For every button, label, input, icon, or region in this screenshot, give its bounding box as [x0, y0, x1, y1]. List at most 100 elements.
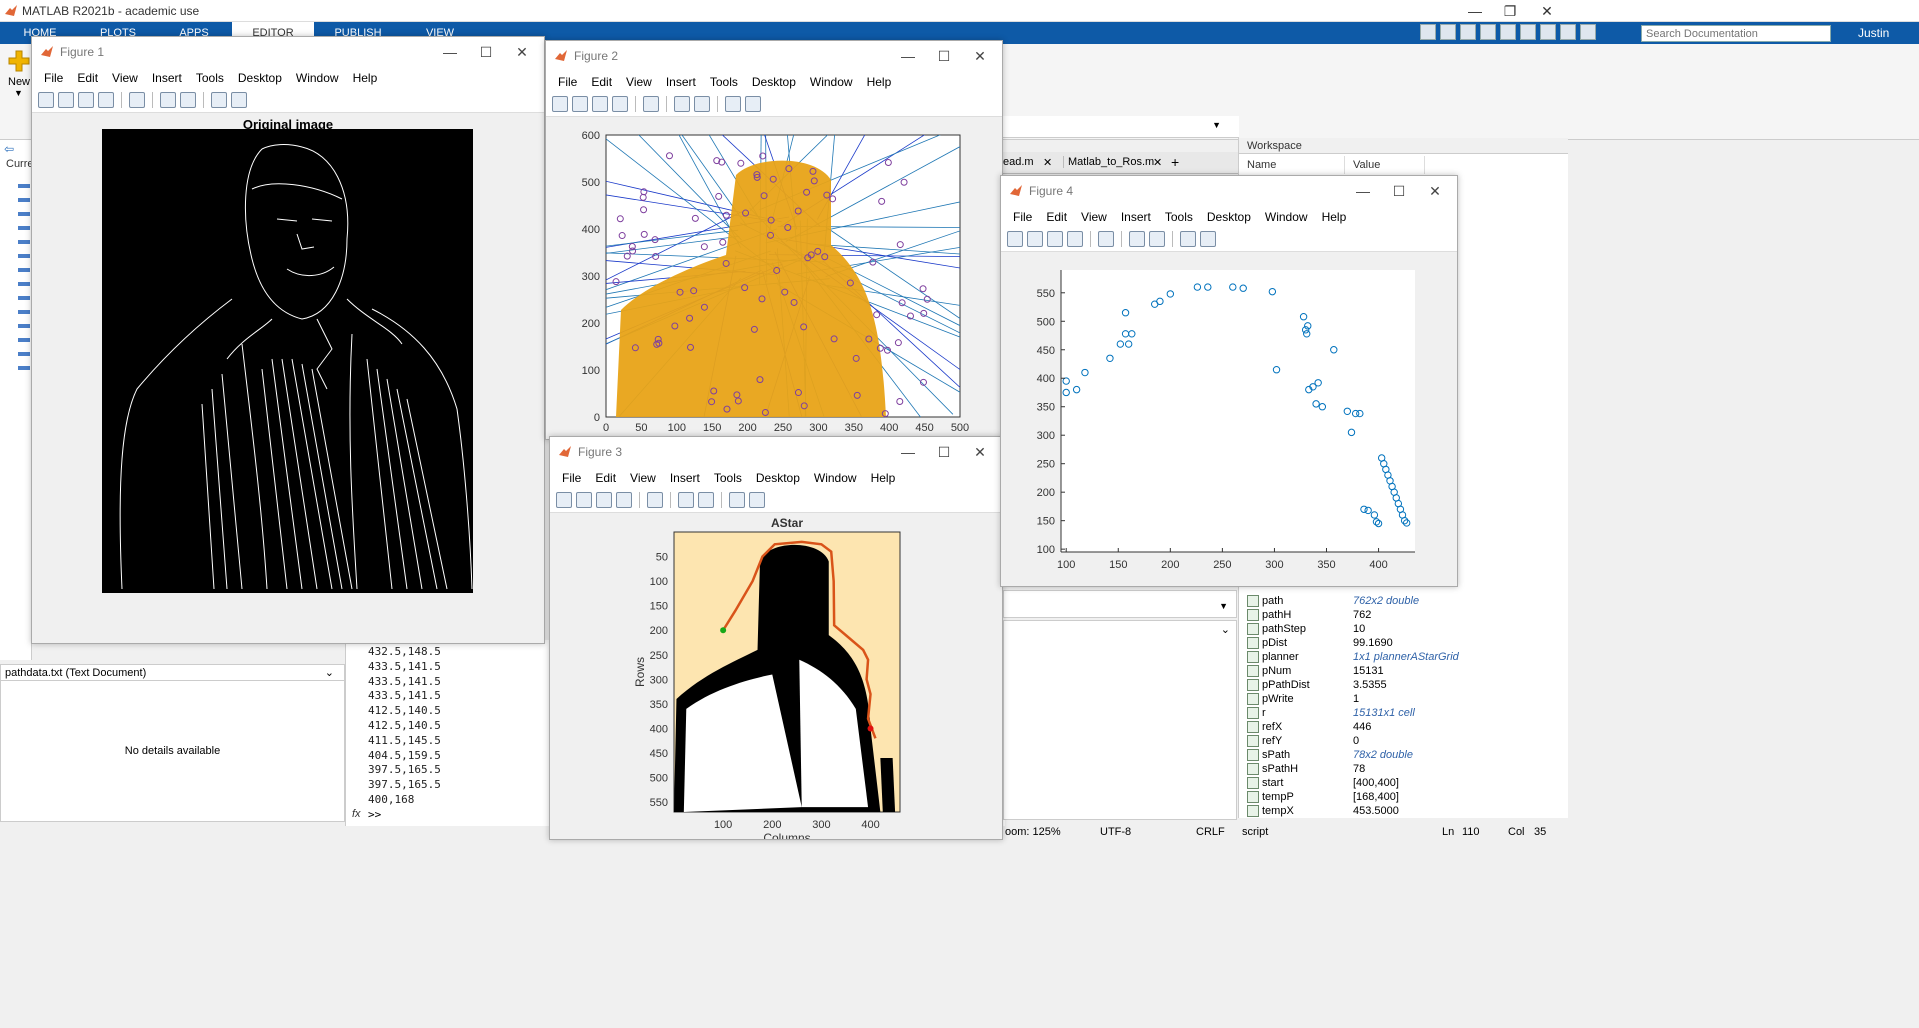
property-inspector-icon[interactable] — [745, 96, 761, 112]
link-plot-icon[interactable] — [129, 92, 145, 108]
save-icon[interactable] — [78, 92, 94, 108]
workspace-row[interactable]: planner 1x1 plannerAStarGrid — [1239, 650, 1559, 664]
menu-window[interactable]: Window — [295, 71, 339, 85]
close-icon[interactable]: ✕ — [1043, 157, 1053, 169]
property-inspector-icon[interactable] — [749, 492, 765, 508]
close-button[interactable]: ✕ — [1429, 183, 1441, 199]
colorbar-icon[interactable] — [678, 492, 694, 508]
menu-file[interactable]: File — [562, 471, 582, 485]
legend-icon[interactable] — [1149, 231, 1165, 247]
colorbar-icon[interactable] — [1129, 231, 1145, 247]
help-icon[interactable] — [1560, 24, 1576, 40]
maximize-button[interactable]: ☐ — [479, 44, 493, 60]
figure-2-titlebar[interactable]: Figure 2 — ☐ ✕ — [546, 41, 1002, 71]
back-arrow-icon[interactable]: ⇦ — [4, 142, 15, 156]
menu-desktop[interactable]: Desktop — [755, 471, 800, 485]
menu-file[interactable]: File — [44, 71, 64, 85]
minimize-button[interactable]: — — [1356, 183, 1370, 199]
legend-icon[interactable] — [180, 92, 196, 108]
figure-4-titlebar[interactable]: Figure 4 — ☐ ✕ — [1001, 176, 1457, 206]
menu-window[interactable]: Window — [809, 75, 853, 89]
link-plot-icon[interactable] — [1098, 231, 1114, 247]
figure-1-titlebar[interactable]: Figure 1 — ☐ ✕ — [32, 37, 544, 67]
minimize-button[interactable]: — — [901, 444, 915, 460]
menu-tools[interactable]: Tools — [1164, 210, 1193, 224]
print-icon[interactable] — [612, 96, 628, 112]
figure-2-window[interactable]: Figure 2 — ☐ ✕ File Edit View Insert Tools De… — [545, 40, 1003, 440]
new-button-label[interactable]: New — [8, 76, 31, 88]
save-icon[interactable] — [1047, 231, 1063, 247]
menu-view[interactable]: View — [1081, 210, 1107, 224]
minimize-button[interactable]: — — [1468, 3, 1482, 19]
cut-icon[interactable] — [1440, 24, 1456, 40]
print-icon[interactable] — [616, 492, 632, 508]
menu-desktop[interactable]: Desktop — [751, 75, 796, 89]
pointer-icon[interactable] — [729, 492, 745, 508]
figure-1-window[interactable]: Figure 1 — ☐ ✕ File Edit View Insert Tools De… — [31, 36, 545, 644]
workspace-row[interactable]: start [400,400] — [1239, 776, 1559, 790]
new-figure-icon[interactable] — [552, 96, 568, 112]
save-icon[interactable] — [1420, 24, 1436, 40]
close-icon[interactable]: ✕ — [1153, 157, 1163, 169]
workspace-row[interactable]: refY 0 — [1239, 734, 1559, 748]
code-scroll-area[interactable]: ▼ — [1003, 590, 1237, 618]
workspace-col-value[interactable]: Value — [1345, 156, 1425, 174]
legend-icon[interactable] — [694, 96, 710, 112]
redo-icon[interactable] — [1520, 24, 1536, 40]
menu-window[interactable]: Window — [1264, 210, 1308, 224]
pointer-icon[interactable] — [725, 96, 741, 112]
new-figure-icon[interactable] — [556, 492, 572, 508]
command-prompt[interactable]: >> — [368, 808, 382, 821]
menu-help[interactable]: Help — [1321, 210, 1347, 224]
print-icon[interactable] — [98, 92, 114, 108]
chevron-down-icon[interactable]: ⌄ — [324, 667, 334, 679]
link-plot-icon[interactable] — [643, 96, 659, 112]
workspace-row[interactable]: pWrite 1 — [1239, 692, 1559, 706]
menu-file[interactable]: File — [558, 75, 578, 89]
menu-file[interactable]: File — [1013, 210, 1033, 224]
colorbar-icon[interactable] — [160, 92, 176, 108]
workspace-row[interactable]: pDist 99.1690 — [1239, 636, 1559, 650]
close-button[interactable]: ✕ — [1541, 3, 1553, 19]
file-list[interactable] — [18, 176, 30, 376]
open-icon[interactable] — [1027, 231, 1043, 247]
community-icon[interactable] — [1580, 24, 1596, 40]
workspace-row[interactable]: sPath 78x2 double — [1239, 748, 1559, 762]
switch-windows-icon[interactable] — [1540, 24, 1556, 40]
menu-desktop[interactable]: Desktop — [1206, 210, 1251, 224]
menu-edit[interactable]: Edit — [595, 471, 617, 485]
legend-icon[interactable] — [698, 492, 714, 508]
close-button[interactable]: ✕ — [974, 48, 986, 64]
pointer-icon[interactable] — [211, 92, 227, 108]
chevron-down-icon[interactable]: ▼ — [1212, 120, 1221, 130]
chevron-down-icon[interactable]: ▼ — [1219, 601, 1228, 611]
property-inspector-icon[interactable] — [1200, 231, 1216, 247]
menu-insert[interactable]: Insert — [669, 471, 700, 485]
link-plot-icon[interactable] — [647, 492, 663, 508]
new-figure-icon[interactable] — [38, 92, 54, 108]
open-icon[interactable] — [58, 92, 74, 108]
save-icon[interactable] — [596, 492, 612, 508]
open-icon[interactable] — [572, 96, 588, 112]
minimize-button[interactable]: — — [443, 44, 457, 60]
workspace-row[interactable]: pPathDist 3.5355 — [1239, 678, 1559, 692]
maximize-button[interactable]: ❐ — [1503, 3, 1517, 19]
workspace-row[interactable]: sPathH 78 — [1239, 762, 1559, 776]
close-button[interactable]: ✕ — [974, 444, 986, 460]
figure-4-window[interactable]: Figure 4 — ☐ ✕ File Edit View Insert Tools De… — [1000, 175, 1458, 587]
figure-3-titlebar[interactable]: Figure 3 — ☐ ✕ — [550, 437, 1002, 467]
workspace-row[interactable]: path 762x2 double — [1239, 594, 1559, 608]
workspace-row[interactable]: tempP [168,400] — [1239, 790, 1559, 804]
address-bar[interactable]: ▼ — [1003, 116, 1239, 138]
menu-tools[interactable]: Tools — [709, 75, 738, 89]
menu-view[interactable]: View — [630, 471, 656, 485]
workspace-row[interactable]: pNum 15131 — [1239, 664, 1559, 678]
menu-help[interactable]: Help — [352, 71, 378, 85]
search-documentation-input[interactable] — [1641, 25, 1831, 42]
open-icon[interactable] — [576, 492, 592, 508]
property-inspector-icon[interactable] — [231, 92, 247, 108]
collapse-icon[interactable]: ⌄ — [1220, 624, 1230, 636]
workspace-row[interactable]: tempX 453.5000 — [1239, 804, 1559, 818]
maximize-button[interactable]: ☐ — [937, 48, 951, 64]
pointer-icon[interactable] — [1180, 231, 1196, 247]
